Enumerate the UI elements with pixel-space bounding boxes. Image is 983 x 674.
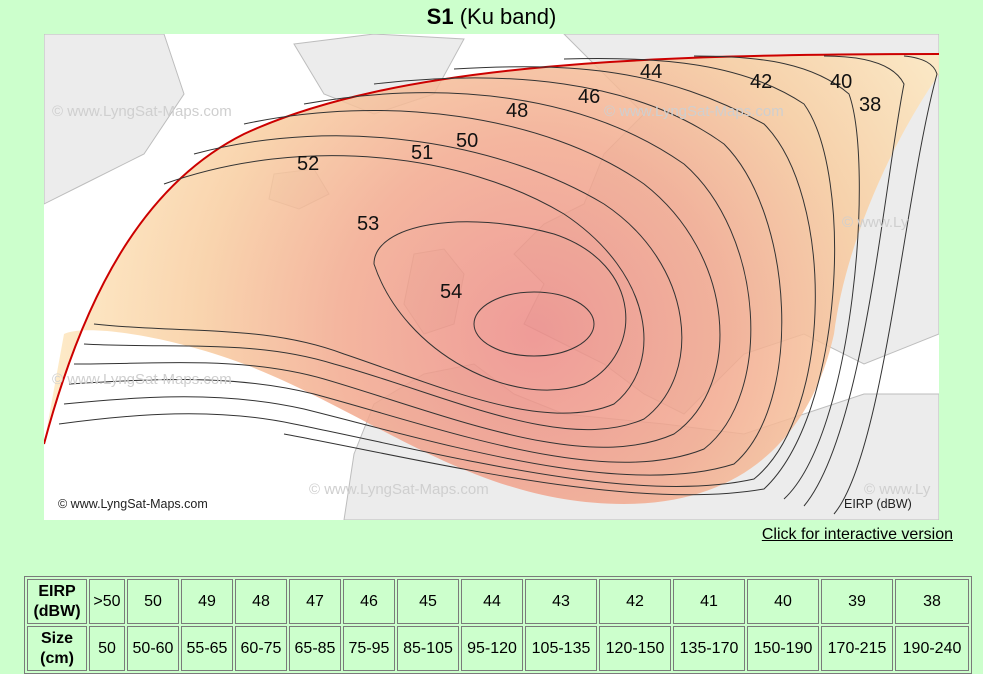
eirp-header-line1: EIRP xyxy=(38,582,76,600)
eirp-cell: 45 xyxy=(397,579,459,624)
watermarks: © www.LyngSat-Maps.com © www.LyngSat-Map… xyxy=(52,103,931,498)
contour-label-42: 42 xyxy=(750,71,772,93)
watermark-6: © www.Ly xyxy=(864,481,931,498)
footprint-map[interactable]: © www.LyngSat-Maps.com © www.LyngSat-Map… xyxy=(44,34,939,520)
size-row: Size (cm) 50 50-60 55-65 60-75 65-85 75-… xyxy=(27,626,969,671)
satellite-name: S1 xyxy=(426,4,454,29)
contour-label-38: 38 xyxy=(859,94,881,116)
contour-label-54: 54 xyxy=(440,281,462,303)
eirp-cell: 42 xyxy=(599,579,671,624)
size-cell: 105-135 xyxy=(525,626,597,671)
size-cell: 135-170 xyxy=(673,626,745,671)
size-cell: 60-75 xyxy=(235,626,287,671)
eirp-cell: 43 xyxy=(525,579,597,624)
watermark-3: © www.Ly xyxy=(842,214,909,231)
map-credit: © www.LyngSat-Maps.com xyxy=(58,497,208,511)
size-cell: 170-215 xyxy=(821,626,893,671)
size-cell: 50 xyxy=(89,626,125,671)
interactive-version-link[interactable]: Click for interactive version xyxy=(761,526,953,543)
eirp-size-table: EIRP (dBW) >50 50 49 48 47 46 45 44 43 4… xyxy=(24,576,972,674)
eirp-cell: 49 xyxy=(181,579,233,624)
eirp-cell: >50 xyxy=(89,579,125,624)
eirp-row: EIRP (dBW) >50 50 49 48 47 46 45 44 43 4… xyxy=(27,579,969,624)
contour-label-53: 53 xyxy=(357,213,379,235)
watermark-4: © www.LyngSat-Maps.com xyxy=(52,371,232,388)
size-cell: 55-65 xyxy=(181,626,233,671)
eirp-cell: 39 xyxy=(821,579,893,624)
watermark-2: © www.LyngSat-Maps.com xyxy=(604,103,784,120)
size-cell: 50-60 xyxy=(127,626,179,671)
footprint-area xyxy=(44,54,939,504)
contour-label-46: 46 xyxy=(578,86,600,108)
band-label: (Ku band) xyxy=(459,4,557,29)
eirp-cell: 47 xyxy=(289,579,341,624)
eirp-unit-label: EIRP (dBW) xyxy=(844,497,912,511)
size-cell: 85-105 xyxy=(397,626,459,671)
eirp-cell: 41 xyxy=(673,579,745,624)
map-title: S1 (Ku band) xyxy=(0,4,983,30)
size-cell: 75-95 xyxy=(343,626,395,671)
contour-label-40: 40 xyxy=(830,71,852,93)
footprint-svg: © www.LyngSat-Maps.com © www.LyngSat-Map… xyxy=(44,34,939,520)
eirp-cell: 40 xyxy=(747,579,819,624)
contour-label-51: 51 xyxy=(411,142,433,164)
watermark-1: © www.LyngSat-Maps.com xyxy=(52,103,232,120)
eirp-header: EIRP (dBW) xyxy=(27,579,87,624)
size-header-line2: (cm) xyxy=(40,649,74,667)
eirp-cell: 50 xyxy=(127,579,179,624)
size-cell: 65-85 xyxy=(289,626,341,671)
contour-lines xyxy=(58,55,938,515)
contour-label-44: 44 xyxy=(640,61,662,83)
eirp-cell: 38 xyxy=(895,579,969,624)
eirp-header-line2: (dBW) xyxy=(33,602,81,620)
contour-label-52: 52 xyxy=(297,153,319,175)
contour-labels: 54 53 52 51 50 48 46 44 42 40 38 xyxy=(297,61,881,303)
size-header-line1: Size xyxy=(40,629,73,647)
eirp-cell: 44 xyxy=(461,579,523,624)
size-header: Size (cm) xyxy=(27,626,87,671)
eirp-cell: 48 xyxy=(235,579,287,624)
size-cell: 190-240 xyxy=(895,626,969,671)
size-cell: 95-120 xyxy=(461,626,523,671)
size-cell: 120-150 xyxy=(599,626,671,671)
size-cell: 150-190 xyxy=(747,626,819,671)
eirp-cell: 46 xyxy=(343,579,395,624)
contour-label-50: 50 xyxy=(456,130,478,152)
contour-label-48: 48 xyxy=(506,100,528,122)
watermark-5: © www.LyngSat-Maps.com xyxy=(309,481,489,498)
